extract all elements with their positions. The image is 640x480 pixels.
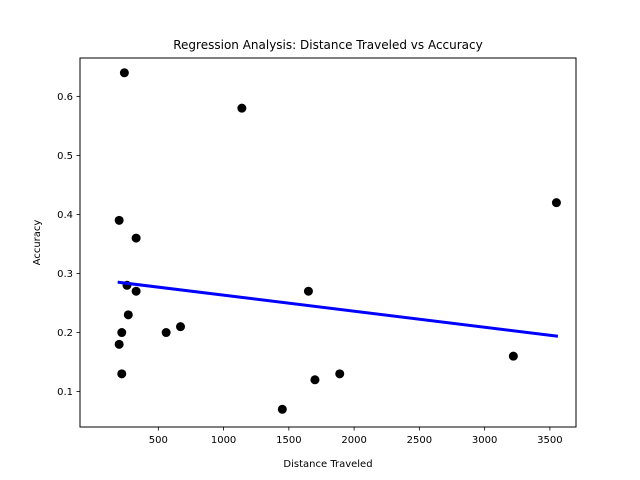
data-point xyxy=(310,375,320,385)
data-point xyxy=(117,369,127,379)
data-point xyxy=(303,286,313,296)
data-point xyxy=(551,198,561,208)
y-axis-ticks: 0.1 0.2 0.3 0.4 0.5 0.6 xyxy=(57,92,80,398)
chart-title: Regression Analysis: Distance Traveled v… xyxy=(173,38,482,52)
x-tick-label: 2500 xyxy=(407,435,432,446)
x-axis-label: Distance Traveled xyxy=(283,459,372,470)
y-tick-label: 0.4 xyxy=(57,210,73,221)
y-tick-label: 0.1 xyxy=(57,387,73,398)
data-point xyxy=(123,310,133,320)
plot-content xyxy=(114,68,561,414)
y-tick-label: 0.2 xyxy=(57,328,73,339)
data-point xyxy=(161,328,171,338)
x-tick-label: 2000 xyxy=(341,435,366,446)
plot-frame xyxy=(79,57,577,428)
x-axis-ticks: 500 1000 1500 2000 2500 3000 3500 xyxy=(149,427,563,446)
data-point xyxy=(277,404,287,414)
y-tick-label: 0.5 xyxy=(57,151,73,162)
data-point xyxy=(176,322,186,332)
data-point xyxy=(114,339,124,349)
x-tick-label: 500 xyxy=(149,435,168,446)
x-tick-label: 3000 xyxy=(472,435,497,446)
regression-line xyxy=(117,280,559,338)
y-axis-label: Accuracy xyxy=(32,220,43,266)
data-point xyxy=(131,233,141,243)
y-tick-label: 0.3 xyxy=(57,269,73,280)
x-tick-label: 3500 xyxy=(537,435,562,446)
y-tick-label: 0.6 xyxy=(57,92,73,103)
data-point xyxy=(237,103,247,113)
data-point xyxy=(508,351,518,361)
x-tick-label: 1500 xyxy=(276,435,301,446)
data-point xyxy=(335,369,345,379)
data-point xyxy=(117,328,127,338)
x-tick-label: 1000 xyxy=(211,435,236,446)
data-point xyxy=(119,68,129,78)
data-point xyxy=(114,215,124,225)
data-point xyxy=(131,286,141,296)
